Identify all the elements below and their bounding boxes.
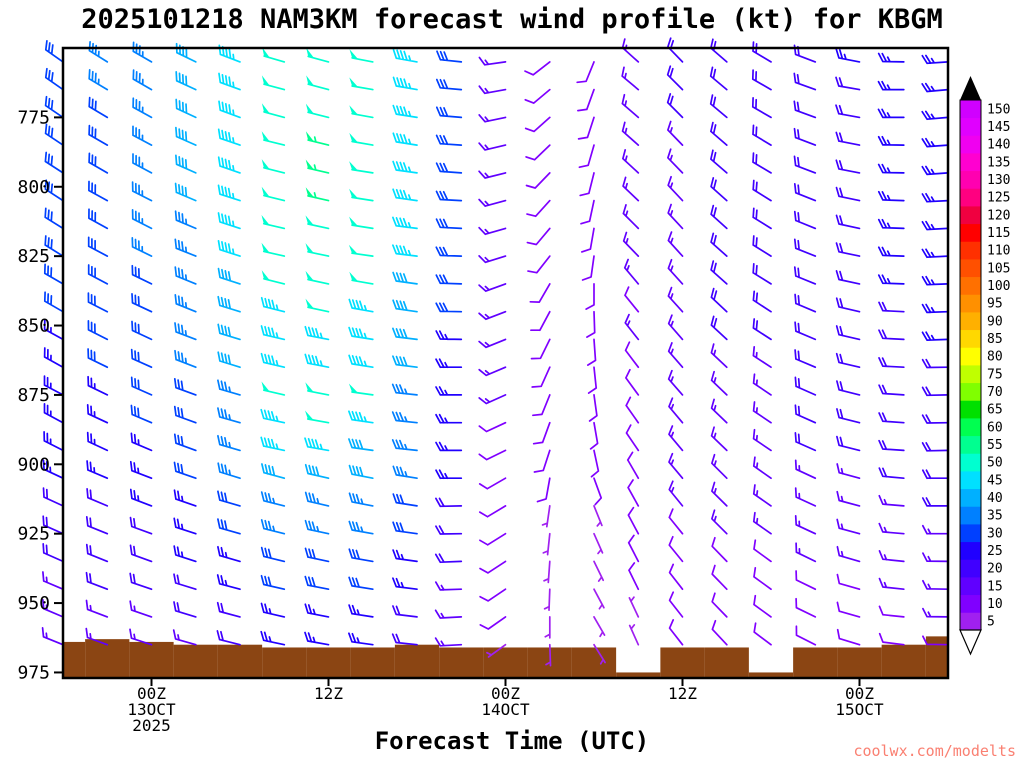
colorbar-label: 125 [987,191,1010,206]
colorbar-under-arrow [959,629,982,656]
y-axis: 775 800 825 850 875 900 925 950 975 [17,107,63,683]
y-tick-label: 775 [17,107,50,128]
colorbar-label: 45 [987,473,1003,488]
colorbar-label: 145 [987,120,1010,135]
colorbar-label: 95 [987,297,1003,312]
x-tick-label: 00Z [137,684,166,703]
colorbar-label: 35 [987,509,1003,524]
y-tick-label: 975 [17,662,50,683]
colorbar-label: 110 [987,244,1010,259]
x-tick-label: 12Z [668,684,697,703]
colorbar-label: 15 [987,579,1003,594]
colorbar-label: 10 [987,597,1003,612]
colorbar-label: 120 [987,208,1010,223]
x-tick-date: 14OCT [481,700,530,719]
colorbar-label: 80 [987,350,1003,365]
colorbar-label: 100 [987,279,1010,294]
colorbar-label: 65 [987,403,1003,418]
wind-barbs [41,37,949,667]
y-tick-label: 850 [17,316,50,337]
y-tick-label: 900 [17,454,50,475]
colorbar-label: 150 [987,102,1010,117]
x-tick-label: 12Z [314,684,343,703]
y-tick-label: 925 [17,524,50,545]
colorbar-label: 50 [987,456,1003,471]
x-tick-label: 00Z [845,684,874,703]
colorbar-label: 55 [987,438,1003,453]
colorbar-label: 20 [987,562,1003,577]
colorbar-label: 85 [987,332,1003,347]
colorbar-label: 135 [987,155,1010,170]
colorbar-label: 105 [987,261,1010,276]
colorbar-label: 75 [987,367,1003,382]
colorbar-label: 90 [987,314,1003,329]
watermark-link[interactable]: coolwx.com/modelts [853,742,1016,760]
colorbar-label: 5 [987,615,995,630]
x-tick-date: 15OCT [835,700,884,719]
colorbar-label: 60 [987,420,1003,435]
colorbar-label: 30 [987,526,1003,541]
colorbar-label: 130 [987,173,1010,188]
x-tick-label: 00Z [491,684,520,703]
y-tick-label: 800 [17,177,50,198]
terrain-fill [63,636,948,678]
colorbar-label: 70 [987,385,1003,400]
plot-area [63,48,948,678]
colorbar-label: 140 [987,138,1010,153]
colorbar-label: 25 [987,544,1003,559]
colorbar: 5 10 15 20 25 30 35 40 45 50 55 60 65 70 75 80 85 90 95 100… [959,76,1010,656]
x-tick-date: 13OCT [127,700,176,719]
colorbar-over-arrow [960,76,981,100]
y-tick-label: 950 [17,593,50,614]
colorbar-label: 115 [987,226,1010,241]
y-tick-label: 875 [17,385,50,406]
y-tick-label: 825 [17,246,50,267]
x-tick-year: 2025 [132,716,171,735]
x-axis-title: Forecast Time (UTC) [374,727,650,755]
chart-title: 2025101218 NAM3KM forecast wind profile … [81,4,943,35]
colorbar-label: 40 [987,491,1003,506]
